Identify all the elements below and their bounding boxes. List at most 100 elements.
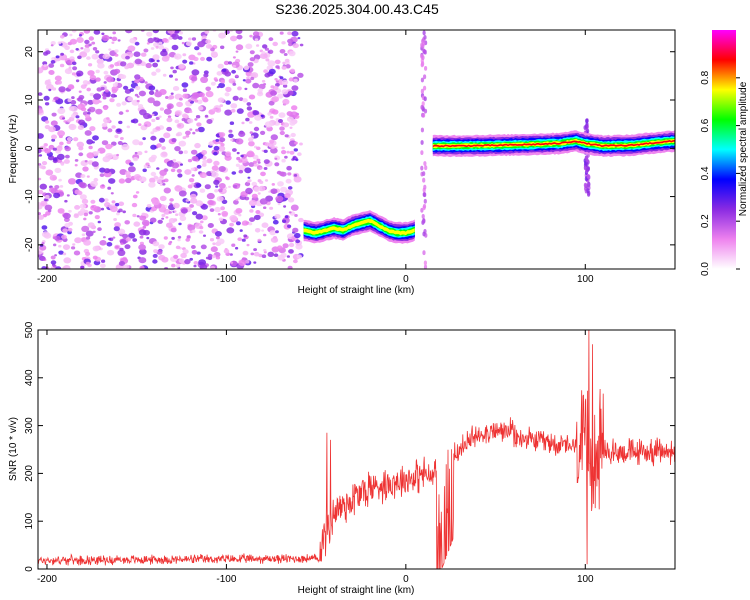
heatmap-noise-cell: [138, 123, 142, 126]
heatmap-noise-cell: [243, 234, 248, 238]
heatmap-noise-cell: [100, 86, 105, 91]
heatmap-noise-cell: [189, 257, 193, 261]
heatmap-noise-cell: [261, 229, 264, 232]
heatmap-noise-cell: [215, 256, 221, 260]
heatmap-noise-cell: [279, 76, 284, 80]
heatmap-noise-cell: [106, 242, 113, 247]
heatmap-noise-cell: [248, 222, 253, 226]
heatmap-noise-cell: [182, 93, 189, 99]
heatmap-noise-cell: [270, 145, 276, 150]
heatmap-x-ticks: -200 -100 0 100: [37, 30, 594, 285]
heatmap-noise-cell: [134, 58, 142, 65]
heatmap-noise-cell: [181, 118, 186, 122]
heatmap-noise-cell: [297, 37, 301, 40]
heatmap-noise-cell: [92, 255, 98, 260]
heatmap-noise-cell: [90, 204, 98, 211]
heatmap-streak-cell: [424, 66, 428, 71]
heatmap-noise-cell: [218, 217, 224, 222]
heatmap-noise-cell: [44, 124, 51, 130]
heatmap-noise-cell: [59, 141, 64, 146]
heatmap-noise-cell: [268, 100, 275, 106]
heatmap-noise-cell: [77, 55, 82, 60]
heatmap-noise-cell: [50, 255, 56, 260]
heatmap-noise-cell: [124, 244, 131, 250]
heatmap-noise-cell: [183, 150, 188, 154]
heatmap-noise-cell: [178, 190, 187, 197]
heatmap-noise-cell: [57, 208, 65, 214]
heatmap-noise-cell: [101, 259, 106, 263]
heatmap-noise-cell: [216, 196, 224, 202]
heatmap-noise-cell: [166, 103, 174, 110]
heatmap-noise-cell: [132, 238, 138, 242]
heatmap-noise-cell: [211, 165, 219, 171]
heatmap-noise-cell: [134, 41, 140, 46]
heatmap-noise-cell: [263, 69, 268, 74]
heatmap-noise-cell: [176, 168, 182, 173]
heatmap-noise-cell: [226, 227, 235, 234]
heatmap-noise-cell: [156, 167, 160, 170]
heatmap-noise-cell: [299, 142, 303, 146]
heatmap-noise-cell: [246, 76, 250, 80]
heatmap-noise-cell: [152, 241, 160, 247]
heatmap-frame: [37, 29, 676, 270]
heatmap-noise-cell: [224, 71, 232, 77]
heatmap-noise-cell: [84, 39, 90, 45]
heatmap-noise-cell: [150, 47, 155, 50]
heatmap-y-tick-label: 0: [24, 145, 35, 151]
heatmap-noise-cell: [134, 93, 139, 97]
heatmap-noise-cell: [259, 52, 268, 60]
heatmap-noise-cell: [38, 163, 41, 166]
heatmap-noise-cell: [136, 215, 140, 218]
heatmap-noise-cell: [161, 179, 166, 183]
heatmap-noise-cell: [179, 215, 187, 222]
heatmap-noise-cell: [222, 68, 227, 73]
heatmap-noise-cell: [48, 209, 52, 213]
heatmap-noise-cell: [123, 85, 129, 90]
heatmap-noise-cell: [116, 128, 122, 133]
heatmap-noise-cell: [85, 251, 91, 256]
heatmap-noise-cell: [249, 217, 255, 223]
heatmap-noise-cell: [177, 238, 181, 242]
heatmap-noise-cell: [205, 86, 211, 92]
heatmap-streak-cell: [423, 184, 427, 190]
heatmap-noise-cell: [291, 30, 299, 37]
heatmap-noise-cell: [175, 245, 181, 250]
heatmap-noise-cell: [242, 257, 246, 261]
heatmap-noise-cell: [103, 106, 108, 111]
heatmap-noise-cell: [77, 103, 85, 110]
heatmap-noise-cell: [175, 213, 179, 216]
snr-panel: -200 -100 0 100 0 100 200 300 400 500 Height of …: [8, 321, 676, 596]
heatmap-noise-cell: [167, 30, 176, 34]
heatmap-noise-cell: [166, 222, 173, 228]
heatmap-noise-cell: [125, 109, 129, 113]
heatmap-noise-cell: [173, 254, 179, 259]
heatmap-noise-cell: [162, 38, 168, 43]
heatmap-noise-cell: [39, 183, 47, 190]
heatmap-streak-cell: [420, 150, 424, 156]
heatmap-noise-cell: [109, 98, 115, 103]
heatmap-noise-cell: [244, 167, 252, 174]
heatmap-noise-cell: [229, 215, 238, 222]
heatmap-noise-cell: [116, 102, 122, 107]
heatmap-noise-cell: [224, 30, 230, 35]
heatmap-noise-cell: [290, 111, 298, 118]
heatmap-noise-cell: [217, 213, 221, 216]
heatmap-noise-cell: [88, 106, 96, 113]
heatmap-noise-cell: [138, 104, 144, 109]
heatmap-noise-cell: [200, 76, 209, 84]
heatmap-noise-cell: [185, 238, 190, 242]
heatmap-noise-cell: [280, 252, 287, 258]
heatmap-noise-cell: [127, 96, 134, 102]
colorbar-tick-label: 0.6: [700, 118, 711, 132]
heatmap-noise-cell: [235, 74, 239, 78]
heatmap-noise-cell: [273, 253, 279, 257]
heatmap-noise-cell: [44, 194, 50, 199]
heatmap-noise-cell: [43, 232, 52, 239]
heatmap-noise-cell: [270, 188, 278, 194]
heatmap-noise-cell: [201, 96, 208, 102]
heatmap-noise-cell: [174, 146, 181, 152]
heatmap-noise-cell: [38, 92, 43, 96]
heatmap-noise-cell: [44, 148, 51, 154]
heatmap-noise-cell: [255, 210, 261, 214]
heatmap-noise-cell: [251, 181, 258, 187]
